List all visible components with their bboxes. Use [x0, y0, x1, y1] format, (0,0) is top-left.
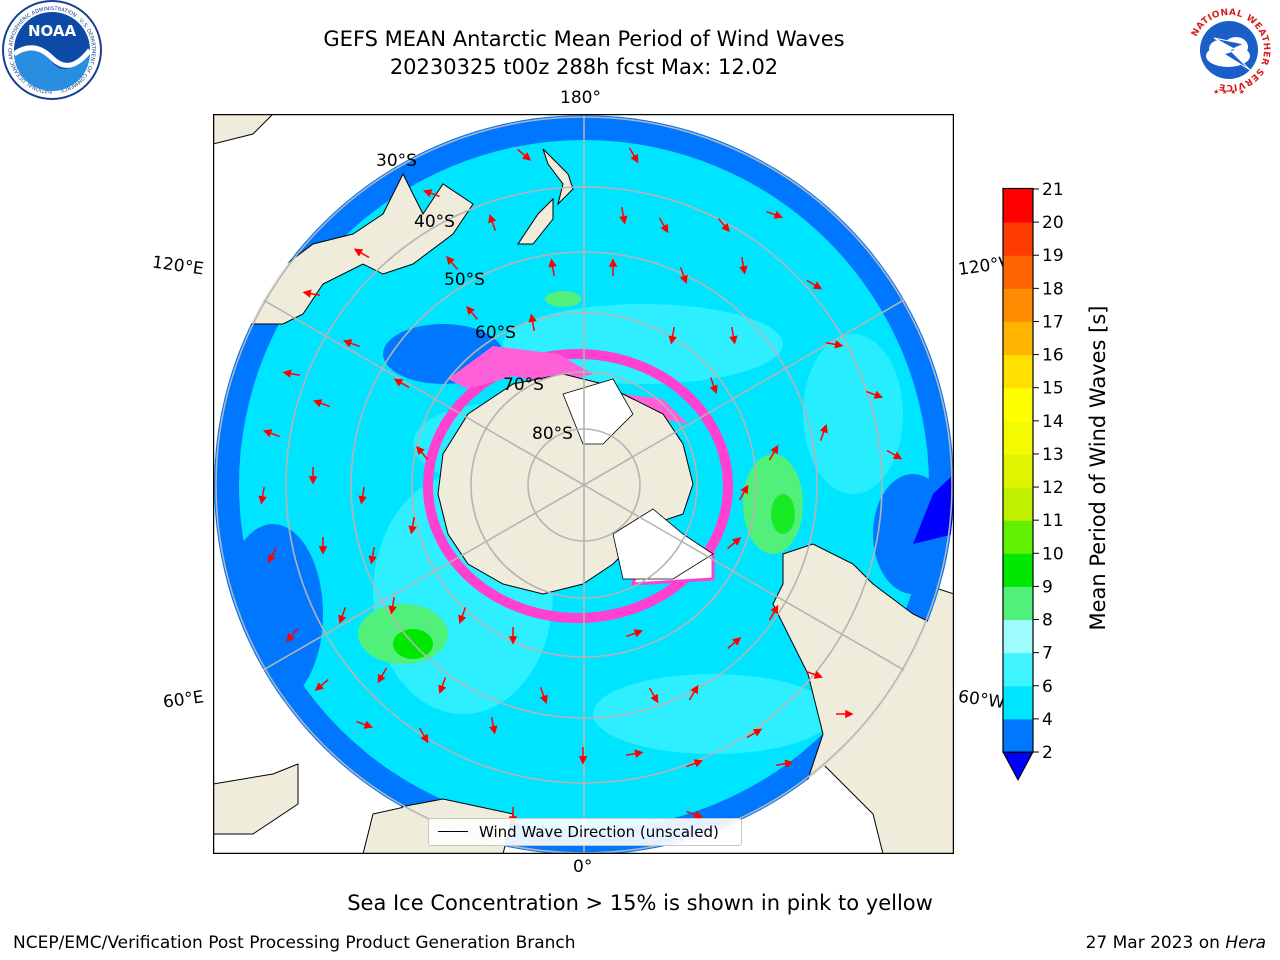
lat-label-80s: 80°S: [532, 424, 573, 444]
colorbar-tick-label: 9: [1042, 577, 1053, 597]
colorbar-tick-label: 13: [1042, 445, 1064, 465]
polar-map: [213, 114, 954, 854]
colorbar-tick-label: 12: [1042, 478, 1064, 498]
colorbar-segment: [1003, 553, 1033, 587]
date-text: 27 Mar 2023 on: [1085, 933, 1220, 953]
colorbar-segments: [1003, 189, 1033, 753]
colorbar-segment: [1003, 718, 1033, 753]
colorbar-segment: [1003, 520, 1033, 554]
colorbar-tick-label: 11: [1042, 511, 1064, 531]
colorbar-segment: [1003, 586, 1033, 621]
colorbar-ticks: 2 4 6 7 8 9 10 11 12 13 14 15 16 17 18 19 20 21: [1033, 180, 1064, 763]
svg-text:★ ★ ★ ★: ★ ★ ★ ★: [1213, 88, 1245, 96]
chart-title: GEFS MEAN Antarctic Mean Period of Wind …: [323, 27, 845, 51]
lat-label-60s: 60°S: [475, 323, 516, 343]
colorbar-tick-label: 2: [1042, 743, 1053, 763]
lat-label-70s: 70°S: [503, 375, 544, 395]
credit-date: 27 Mar 2023 on Hera: [1086, 933, 1266, 953]
colorbar-tick-label: 16: [1042, 346, 1064, 366]
system-name: Hera: [1225, 933, 1266, 953]
legend-line-swatch: [438, 831, 468, 832]
nws-logo: NATIONAL WEATHER SERVICE ★ ★ ★ ★: [1181, 2, 1277, 98]
colorbar-segment: [1003, 189, 1033, 223]
lat-label-50s: 50°S: [444, 270, 485, 290]
noaa-logo: NATIONAL OCEANIC AND ATMOSPHERIC ADMINIS…: [2, 0, 102, 100]
colorbar-extend-triangle: [1002, 751, 1034, 782]
colorbar-segment: [1003, 619, 1033, 654]
colorbar-segment: [1003, 420, 1033, 455]
colorbar-label: Mean Period of Wind Waves [s]: [1086, 305, 1110, 631]
colorbar-tick-label: 14: [1042, 412, 1064, 432]
lon-label-0: 0°: [573, 857, 593, 877]
chart-subtitle: 20230325 t00z 288h fcst Max: 12.02: [389, 55, 779, 79]
colorbar-segment: [1003, 685, 1033, 720]
colorbar-tick-label: 20: [1042, 213, 1064, 233]
colorbar-segment: [1003, 255, 1033, 289]
colorbar-tick-label: 7: [1042, 644, 1053, 664]
colorbar-tick-label: 8: [1042, 611, 1053, 631]
colorbar-segment: [1003, 652, 1033, 687]
colorbar-segment: [1003, 288, 1033, 322]
colorbar-tick-label: 17: [1042, 312, 1064, 332]
colorbar-segment: [1003, 354, 1033, 389]
colorbar-tick-label: 21: [1042, 180, 1064, 200]
sea-ice-note: Sea Ice Concentration > 15% is shown in …: [347, 891, 933, 915]
legend-label: Wind Wave Direction (unscaled): [479, 823, 719, 841]
colorbar-tick-label: 6: [1042, 677, 1053, 697]
map-legend: Wind Wave Direction (unscaled): [428, 818, 742, 846]
colorbar-tick-label: 15: [1042, 379, 1064, 399]
colorbar-tick-label: 18: [1042, 279, 1064, 299]
lon-label-60e: 60°E: [161, 687, 206, 713]
noaa-logo-text: NOAA: [28, 22, 77, 40]
credit-branch: NCEP/EMC/Verification Post Processing Pr…: [13, 933, 576, 953]
colorbar-segment: [1003, 487, 1033, 521]
lon-label-120e: 120°E: [150, 252, 205, 280]
colorbar-tick-label: 19: [1042, 246, 1064, 266]
colorbar: 2 4 6 7 8 9 10 11 12 13 14 15 16 17 18 19 20 21: [1002, 180, 1064, 782]
colorbar-segment: [1003, 453, 1033, 488]
colorbar-segment: [1003, 321, 1033, 356]
colorbar-segment: [1003, 222, 1033, 256]
colorbar-segment: [1003, 387, 1033, 422]
lat-label-30s: 30°S: [376, 151, 417, 171]
lon-label-180: 180°: [560, 88, 601, 108]
lat-label-40s: 40°S: [414, 212, 455, 232]
colorbar-tick-label: 10: [1042, 544, 1064, 564]
colorbar-tick-label: 4: [1042, 710, 1053, 730]
